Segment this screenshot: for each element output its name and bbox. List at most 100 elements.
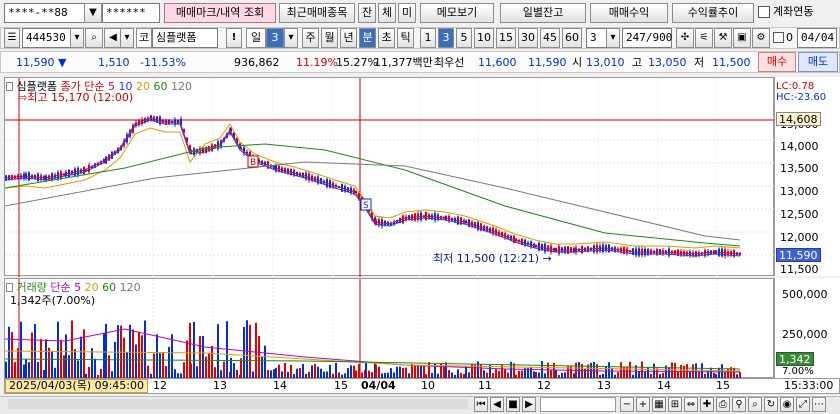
chart-style-icon[interactable]: ⚟ bbox=[695, 28, 713, 48]
fit-icon[interactable]: ⤢ bbox=[796, 397, 810, 412]
volume-bar bbox=[724, 371, 726, 379]
settings-icon[interactable]: ⚙ bbox=[752, 28, 770, 48]
arrows-icon[interactable]: ⇔ bbox=[684, 397, 698, 412]
scroll-back-icon[interactable]: ◀ bbox=[490, 397, 504, 412]
volume-bar bbox=[258, 336, 260, 379]
zoom-in-icon[interactable]: + bbox=[636, 397, 650, 412]
contract-button[interactable]: 체 bbox=[378, 3, 396, 23]
zero-checkbox[interactable] bbox=[773, 32, 784, 43]
recent-trades-button[interactable]: 최근매매종목 bbox=[279, 3, 355, 23]
candle-body bbox=[105, 156, 107, 164]
sell-button[interactable]: 매도 bbox=[798, 52, 838, 72]
volume-bar bbox=[25, 359, 27, 379]
volume-bar bbox=[51, 350, 53, 379]
mark-icon[interactable]: ✚ bbox=[700, 397, 714, 412]
minute-30-button[interactable]: 30 bbox=[518, 28, 538, 48]
save-icon[interactable]: ▣ bbox=[733, 28, 751, 48]
volume-value: 936,862 bbox=[234, 56, 280, 69]
volume-bar bbox=[196, 366, 198, 379]
volume-legend: 거래량 단순 5 20 60 120 bbox=[6, 281, 141, 294]
volume-bar bbox=[28, 362, 30, 379]
minute-60-button[interactable]: 60 bbox=[562, 28, 582, 48]
period-select[interactable]: 일 bbox=[246, 28, 266, 48]
account-number-input[interactable]: ****-**88 bbox=[4, 3, 86, 23]
ruler-icon[interactable]: ⊞ bbox=[668, 397, 682, 412]
volume-bar bbox=[37, 362, 39, 379]
minute-5-button[interactable]: 5 bbox=[456, 28, 472, 48]
memo-view-button[interactable]: 메모보기 bbox=[420, 3, 494, 23]
alert-icon[interactable]: ! bbox=[226, 28, 242, 48]
view-icon[interactable]: ◉ bbox=[780, 397, 794, 412]
volume-bar bbox=[480, 364, 482, 379]
candle-body bbox=[249, 151, 251, 159]
period-number[interactable]: 3 bbox=[266, 28, 284, 48]
interval-dropdown-button[interactable]: ▾ bbox=[606, 28, 620, 48]
volume-bar bbox=[378, 366, 380, 379]
menu-icon[interactable]: ☰ bbox=[4, 28, 20, 48]
crosshair-icon[interactable]: ✣ bbox=[676, 28, 694, 48]
speaker-dropdown-button[interactable]: ▾ bbox=[120, 28, 134, 48]
sell-signal-box bbox=[360, 198, 372, 211]
period-dropdown-button[interactable]: ▾ bbox=[284, 28, 298, 48]
trade-mark-lookup-button[interactable]: 매매마크/내역 조회 bbox=[164, 3, 276, 23]
minute-15-button[interactable]: 15 bbox=[496, 28, 516, 48]
price-axis[interactable] bbox=[774, 77, 840, 276]
volume-chart-pane[interactable] bbox=[4, 278, 775, 379]
refresh-icon[interactable]: ↻ bbox=[764, 397, 778, 412]
minute-1-button[interactable]: 1 bbox=[420, 28, 436, 48]
tool-icon[interactable]: ⚲ bbox=[732, 397, 746, 412]
period-tick-button[interactable]: 틱 bbox=[397, 28, 414, 48]
candle-body bbox=[239, 143, 241, 149]
search-icon[interactable]: ⌕ bbox=[85, 28, 103, 48]
period-second-button[interactable]: 초 bbox=[378, 28, 395, 48]
more-icon[interactable]: ⋯ bbox=[812, 397, 826, 412]
unfilled-button[interactable]: 미 bbox=[398, 3, 416, 23]
code-dropdown-button[interactable]: ▾ bbox=[70, 28, 84, 48]
legend-ma-20: 20 bbox=[135, 80, 150, 93]
profit-rate-button[interactable]: 수익률추이 bbox=[672, 3, 754, 23]
minute-10-button[interactable]: 10 bbox=[474, 28, 494, 48]
scroll-first-icon[interactable]: ⏮ bbox=[474, 397, 488, 412]
period-week-button[interactable]: 주 bbox=[302, 28, 319, 48]
volume-chart-svg[interactable] bbox=[5, 279, 775, 379]
scroll-track[interactable] bbox=[8, 399, 468, 409]
volume-bar bbox=[171, 334, 173, 379]
password-input[interactable]: ****** bbox=[102, 3, 160, 23]
data-count-field[interactable]: 247/900 bbox=[622, 28, 672, 48]
ma-60-line bbox=[5, 143, 741, 247]
low-price: 11,500 bbox=[712, 56, 751, 69]
period-minute-button[interactable]: 분 bbox=[359, 28, 376, 48]
volume-bar bbox=[48, 347, 50, 379]
legend-grip-icon bbox=[6, 283, 13, 292]
period-month-button[interactable]: 월 bbox=[321, 28, 338, 48]
buy-button[interactable]: 매수 bbox=[758, 52, 796, 72]
price-chart-svg[interactable]: BS bbox=[5, 78, 775, 277]
minute-45-button[interactable]: 45 bbox=[540, 28, 560, 48]
volume-bar bbox=[671, 362, 673, 379]
zoom-slider[interactable] bbox=[540, 397, 616, 412]
print-icon[interactable]: ⎙ bbox=[716, 397, 730, 412]
stock-code-input[interactable]: 444530 bbox=[22, 28, 72, 48]
daily-balance-button[interactable]: 일별잔고 bbox=[500, 3, 586, 23]
grid-icon[interactable]: ▦ bbox=[652, 397, 666, 412]
price-tick: 13,500 bbox=[780, 162, 819, 175]
chevron-down-icon: ▼ bbox=[89, 7, 97, 18]
trade-profit-button[interactable]: 매매수익 bbox=[590, 3, 668, 23]
buy-signal-text: B bbox=[250, 158, 256, 168]
zoom-out-icon[interactable]: − bbox=[620, 397, 634, 412]
date-input[interactable]: 04/04 bbox=[797, 28, 837, 48]
scroll-forward-icon[interactable]: ▶ bbox=[522, 397, 536, 412]
scroll-stop-icon[interactable]: ■ bbox=[506, 397, 520, 412]
volume-bar bbox=[355, 370, 357, 379]
volume-bar bbox=[423, 366, 425, 379]
volume-bar bbox=[710, 367, 712, 379]
account-link-checkbox[interactable] bbox=[758, 6, 770, 18]
balance-button[interactable]: 잔 bbox=[358, 3, 376, 23]
minute-3-button[interactable]: 3 bbox=[438, 28, 454, 48]
legend-ma-60: 60 bbox=[153, 80, 168, 93]
tools-icon[interactable]: ⚒ bbox=[714, 28, 732, 48]
search-icon[interactable]: ⌕ bbox=[748, 397, 762, 412]
account-dropdown-button[interactable]: ▼ bbox=[84, 3, 102, 23]
period-year-button[interactable]: 년 bbox=[340, 28, 357, 48]
